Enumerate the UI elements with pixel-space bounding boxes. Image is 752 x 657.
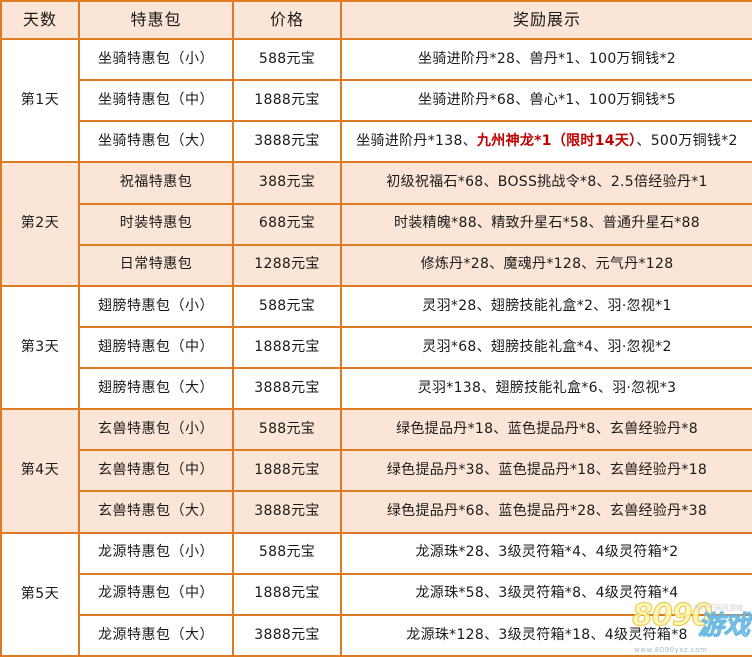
reward-cell: 初级祝福石*68、BOSS挑战令*8、2.5倍经验丹*1 xyxy=(340,161,752,205)
table-row: 龙源特惠包（中） 1888元宝 龙源珠*58、3级灵符箱*8、4级灵符箱*4 xyxy=(1,572,752,616)
reward-text: 龙源珠*28、3级灵符箱*4、4级灵符箱*2 xyxy=(415,544,679,561)
price-cell: 1888元宝 xyxy=(232,325,342,370)
table-row: 第1天 坐骑特惠包（小） 588元宝 坐骑进阶丹*28、兽丹*1、100万铜钱*2 xyxy=(0,37,752,164)
column-header-price: 价格 xyxy=(232,0,342,40)
pack-name-cell: 坐骑特惠包（大） xyxy=(78,120,234,164)
reward-cell: 坐骑进阶丹*138、九州神龙*1（限时14天）、500万铜钱*2 xyxy=(340,120,752,164)
column-header-day: 天数 xyxy=(0,0,80,40)
reward-cell: 龙源珠*128、3级灵符箱*18、4级灵符箱*8 xyxy=(340,613,752,657)
pack-name-cell: 坐骑特惠包（中） xyxy=(78,79,234,123)
reward-text: 坐骑进阶丹*28、兽丹*1、100万铜钱*2 xyxy=(418,50,676,67)
reward-text: 龙源珠*58、3级灵符箱*8、4级灵符箱*4 xyxy=(415,585,679,602)
price-cell: 588元宝 xyxy=(232,408,342,452)
price-cell: 1888元宝 xyxy=(232,572,342,616)
table-row: 第3天 翅膀特惠包（小） 588元宝 灵羽*28、翅膀技能礼盒*2、羽·忽视*1 xyxy=(0,284,752,411)
pack-name-cell: 玄兽特惠包（大） xyxy=(78,490,234,534)
reward-text: 龙源珠*128、3级灵符箱*18、4级灵符箱*8 xyxy=(406,626,688,643)
reward-cell: 灵羽*138、翅膀技能礼盒*6、羽·忽视*3 xyxy=(340,366,752,411)
table-body: 第1天 坐骑特惠包（小） 588元宝 坐骑进阶丹*28、兽丹*1、100万铜钱*2 坐骑… xyxy=(0,37,752,657)
pack-name-cell: 玄兽特惠包（中） xyxy=(78,449,234,493)
reward-cell: 坐骑进阶丹*28、兽丹*1、100万铜钱*2 xyxy=(340,37,752,82)
reward-cell: 灵羽*28、翅膀技能礼盒*2、羽·忽视*1 xyxy=(340,284,752,328)
price-cell: 588元宝 xyxy=(232,284,342,328)
reward-text: 绿色提品丹*18、蓝色提品丹*8、玄兽经验丹*8 xyxy=(396,420,698,437)
reward-text: 坐骑进阶丹*138、 xyxy=(356,133,477,150)
pack-name-cell: 翅膀特惠包（大） xyxy=(78,366,234,411)
pack-name-cell: 祝福特惠包 xyxy=(78,161,234,205)
price-cell: 688元宝 xyxy=(232,202,342,246)
reward-text: 灵羽*68、翅膀技能礼盒*4、羽·忽视*2 xyxy=(422,338,672,355)
day-cell: 第2天 xyxy=(0,161,80,287)
column-header-reward: 奖励展示 xyxy=(340,0,752,40)
reward-cell: 坐骑进阶丹*68、兽心*1、100万铜钱*5 xyxy=(340,79,752,123)
price-cell: 588元宝 xyxy=(232,531,342,575)
day-cell: 第1天 xyxy=(0,37,80,164)
table-row: 第5天 龙源特惠包（小） 588元宝 龙源珠*28、3级灵符箱*4、4级灵符箱*2 xyxy=(0,531,752,657)
table-row: 翅膀特惠包（大） 3888元宝 灵羽*138、翅膀技能礼盒*6、羽·忽视*3 xyxy=(1,366,752,411)
table-row: 第4天 玄兽特惠包（小） 588元宝 绿色提品丹*18、蓝色提品丹*8、玄兽经验丹*8 xyxy=(0,408,752,534)
pack-name-cell: 坐骑特惠包（小） xyxy=(78,37,234,82)
reward-cell: 时装精魄*88、精致升星石*58、普通升星石*88 xyxy=(340,202,752,246)
reward-cell: 龙源珠*28、3级灵符箱*4、4级灵符箱*2 xyxy=(340,531,752,575)
reward-text: 绿色提品丹*38、蓝色提品丹*18、玄兽经验丹*18 xyxy=(386,462,708,479)
table-row: 坐骑特惠包（大） 3888元宝 坐骑进阶丹*138、九州神龙*1（限时14天）、50… xyxy=(1,120,752,164)
reward-cell: 绿色提品丹*18、蓝色提品丹*8、玄兽经验丹*8 xyxy=(340,408,752,452)
pack-name-cell: 翅膀特惠包（中） xyxy=(78,325,234,370)
pack-name-cell: 龙源特惠包（中） xyxy=(78,572,234,616)
table-row: 坐骑特惠包（中） 1888元宝 坐骑进阶丹*68、兽心*1、100万铜钱*5 xyxy=(1,79,752,123)
table-row: 龙源特惠包（大） 3888元宝 龙源珠*128、3级灵符箱*18、4级灵符箱*8 xyxy=(1,613,752,657)
table-row: 玄兽特惠包（大） 3888元宝 绿色提品丹*68、蓝色提品丹*28、玄兽经验丹*38 xyxy=(1,490,752,534)
price-cell: 3888元宝 xyxy=(232,366,342,411)
price-cell: 1888元宝 xyxy=(232,79,342,123)
table-header: 天数 特惠包 价格 奖励展示 xyxy=(0,0,752,40)
table-row: 玄兽特惠包（中） 1888元宝 绿色提品丹*38、蓝色提品丹*18、玄兽经验丹*18 xyxy=(1,449,752,493)
reward-cell: 修炼丹*28、魔魂丹*128、元气丹*128 xyxy=(340,243,752,287)
pack-name-cell: 翅膀特惠包（小） xyxy=(78,284,234,328)
reward-text-tail: 、500万铜钱*2 xyxy=(636,133,738,150)
price-cell: 3888元宝 xyxy=(232,120,342,164)
reward-text: 修炼丹*28、魔魂丹*128、元气丹*128 xyxy=(420,256,674,273)
pack-name-cell: 玄兽特惠包（小） xyxy=(78,408,234,452)
reward-text: 灵羽*28、翅膀技能礼盒*2、羽·忽视*1 xyxy=(422,297,672,314)
reward-text: 绿色提品丹*68、蓝色提品丹*28、玄兽经验丹*38 xyxy=(386,503,708,520)
reward-cell: 绿色提品丹*68、蓝色提品丹*28、玄兽经验丹*38 xyxy=(340,490,752,534)
day-cell: 第4天 xyxy=(0,408,80,534)
reward-cell: 龙源珠*58、3级灵符箱*8、4级灵符箱*4 xyxy=(340,572,752,616)
reward-cell: 灵羽*68、翅膀技能礼盒*4、羽·忽视*2 xyxy=(340,325,752,370)
day-cell: 第5天 xyxy=(0,531,80,657)
table-row: 翅膀特惠包（中） 1888元宝 灵羽*68、翅膀技能礼盒*4、羽·忽视*2 xyxy=(1,325,752,370)
table-row: 时装特惠包 688元宝 时装精魄*88、精致升星石*58、普通升星石*88 xyxy=(1,202,752,246)
price-cell: 588元宝 xyxy=(232,37,342,82)
table-header-row: 天数 特惠包 价格 奖励展示 xyxy=(0,0,752,40)
column-header-pack: 特惠包 xyxy=(78,0,234,40)
pack-name-cell: 龙源特惠包（小） xyxy=(78,531,234,575)
pack-name-cell: 龙源特惠包（大） xyxy=(78,613,234,657)
reward-text: 灵羽*138、翅膀技能礼盒*6、羽·忽视*3 xyxy=(417,379,677,396)
price-cell: 3888元宝 xyxy=(232,490,342,534)
reward-cell: 绿色提品丹*38、蓝色提品丹*18、玄兽经验丹*18 xyxy=(340,449,752,493)
reward-text: 坐骑进阶丹*68、兽心*1、100万铜钱*5 xyxy=(418,91,676,108)
table-row: 第2天 祝福特惠包 388元宝 初级祝福石*68、BOSS挑战令*8、2.5倍经验丹*… xyxy=(0,161,752,287)
price-cell: 388元宝 xyxy=(232,161,342,205)
price-cell: 1888元宝 xyxy=(232,449,342,493)
price-cell: 1288元宝 xyxy=(232,243,342,287)
price-cell: 3888元宝 xyxy=(232,613,342,657)
reward-highlight-text: 九州神龙*1（限时14天） xyxy=(476,133,637,150)
pack-name-cell: 日常特惠包 xyxy=(78,243,234,287)
reward-text: 时装精魄*88、精致升星石*58、普通升星石*88 xyxy=(394,215,700,232)
table-row: 日常特惠包 1288元宝 修炼丹*28、魔魂丹*128、元气丹*128 xyxy=(1,243,752,287)
reward-text: 初级祝福石*68、BOSS挑战令*8、2.5倍经验丹*1 xyxy=(386,174,708,191)
day-cell: 第3天 xyxy=(0,284,80,411)
pack-name-cell: 时装特惠包 xyxy=(78,202,234,246)
